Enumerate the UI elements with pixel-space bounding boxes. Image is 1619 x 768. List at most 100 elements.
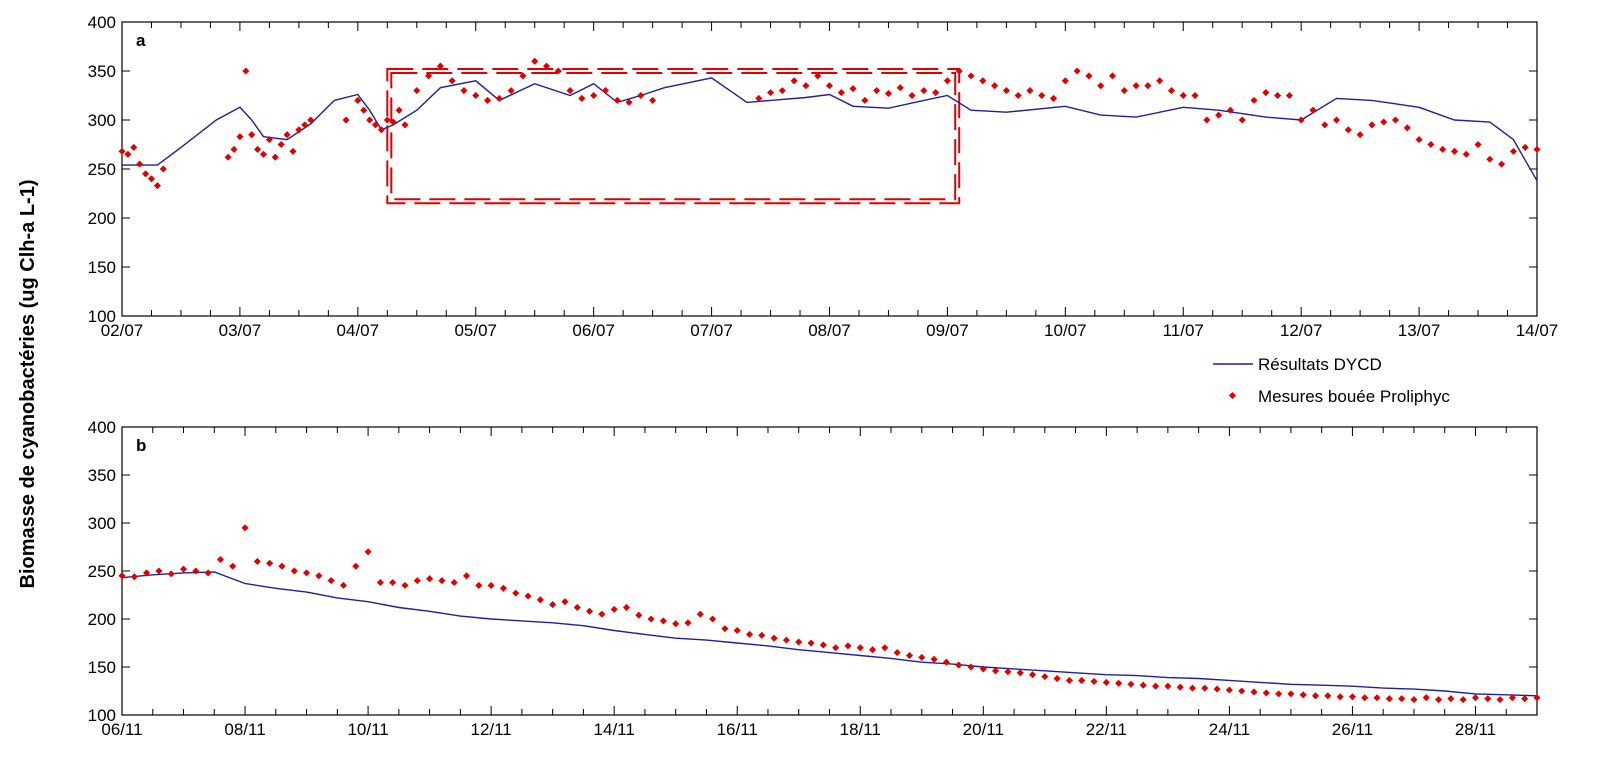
observation-point xyxy=(778,87,786,95)
observation-point xyxy=(802,82,810,90)
observation-point xyxy=(1026,87,1034,95)
observation-point xyxy=(1275,690,1283,698)
observation-point xyxy=(967,72,975,80)
x-tick-label: 20/11 xyxy=(963,720,1004,739)
observation-point xyxy=(649,96,657,104)
observation-point xyxy=(1486,155,1494,163)
observation-point xyxy=(462,572,471,580)
observation-point xyxy=(790,77,798,85)
legend-obs-label: Mesures bouée Proliphyc xyxy=(1258,387,1450,406)
observation-point xyxy=(932,89,940,97)
observation-point xyxy=(893,649,901,657)
x-tick-label: 10/07 xyxy=(1044,321,1087,340)
observation-point xyxy=(561,598,569,606)
observation-point xyxy=(143,569,151,577)
legend-model-label: Résultats DYCD xyxy=(1258,355,1382,374)
observation-point xyxy=(733,626,741,635)
observation-point xyxy=(613,96,621,104)
observation-point xyxy=(991,82,999,90)
observation-point xyxy=(413,577,421,585)
observation-point xyxy=(1462,150,1470,158)
observation-point xyxy=(130,573,138,581)
observation-point xyxy=(1152,682,1160,690)
observation-point xyxy=(159,165,167,173)
observation-point xyxy=(967,663,975,671)
y-tick-label: 300 xyxy=(88,514,116,533)
observation-point xyxy=(475,581,483,589)
observation-point xyxy=(637,91,645,100)
observation-point xyxy=(460,87,468,95)
observation-point xyxy=(1238,687,1246,695)
observation-point xyxy=(566,87,574,95)
observation-point xyxy=(376,578,384,587)
observation-point xyxy=(499,584,507,592)
observation-point xyxy=(1053,675,1061,683)
observation-point xyxy=(1391,116,1400,124)
observation-point xyxy=(136,160,144,168)
observation-point xyxy=(1250,96,1258,104)
observation-point xyxy=(861,96,869,104)
observation-point xyxy=(450,578,458,587)
panel-b-frame xyxy=(121,426,1538,716)
observation-point xyxy=(472,91,480,100)
observation-point xyxy=(265,136,273,144)
observation-point xyxy=(1373,694,1381,702)
observation-point xyxy=(290,567,298,575)
observation-point xyxy=(1450,147,1459,155)
x-tick-label: 24/11 xyxy=(1209,720,1250,739)
observation-point xyxy=(1188,684,1197,692)
observation-point xyxy=(278,562,286,570)
observation-point xyxy=(1311,692,1320,700)
observation-point xyxy=(426,575,434,583)
observation-point xyxy=(1348,693,1356,701)
observation-point xyxy=(622,603,631,612)
observation-point xyxy=(224,153,232,161)
x-tick-label: 10/11 xyxy=(347,720,388,739)
observation-point xyxy=(271,153,279,161)
observation-point xyxy=(819,641,827,649)
observation-point xyxy=(395,106,403,114)
observation-point xyxy=(1120,87,1128,95)
observation-point xyxy=(241,524,249,532)
observation-point xyxy=(118,572,126,580)
observation-point xyxy=(554,67,562,75)
observation-point xyxy=(1097,82,1105,90)
observation-point xyxy=(248,131,256,139)
observation-point xyxy=(389,118,397,126)
observation-point xyxy=(531,57,539,65)
y-tick-label: 300 xyxy=(88,111,116,130)
observation-point xyxy=(1038,91,1046,100)
observation-point xyxy=(401,121,409,129)
x-tick-label: 02/07 xyxy=(101,321,144,340)
observation-point xyxy=(746,630,754,638)
observation-point xyxy=(586,607,594,615)
observation-point xyxy=(943,77,951,85)
y-tick-label: 350 xyxy=(88,62,116,81)
observation-point xyxy=(1415,136,1423,144)
observation-point xyxy=(366,116,374,124)
observation-point xyxy=(979,77,987,85)
observation-point xyxy=(942,658,950,666)
observation-point xyxy=(844,642,852,650)
observation-point xyxy=(192,567,200,575)
observation-point xyxy=(1471,694,1480,702)
observation-point xyxy=(1321,121,1329,129)
observation-point xyxy=(155,567,163,575)
observation-point xyxy=(869,646,877,654)
x-tick-label: 12/11 xyxy=(470,720,511,739)
observation-point xyxy=(1299,691,1307,699)
observation-point xyxy=(1361,694,1369,702)
observation-point xyxy=(124,150,132,158)
x-tick-label: 06/11 xyxy=(101,720,142,739)
observation-point xyxy=(536,596,544,604)
observation-point xyxy=(1427,140,1435,149)
observation-point xyxy=(1447,695,1455,703)
observation-point xyxy=(413,87,421,95)
observation-point xyxy=(930,655,938,663)
observation-point xyxy=(315,572,323,580)
observation-point xyxy=(1061,77,1069,85)
observation-point xyxy=(204,569,212,577)
observation-point xyxy=(955,67,963,75)
observation-point xyxy=(1262,689,1270,697)
